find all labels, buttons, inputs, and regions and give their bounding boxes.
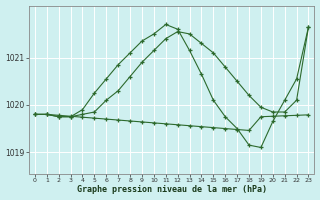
X-axis label: Graphe pression niveau de la mer (hPa): Graphe pression niveau de la mer (hPa) xyxy=(77,185,267,194)
